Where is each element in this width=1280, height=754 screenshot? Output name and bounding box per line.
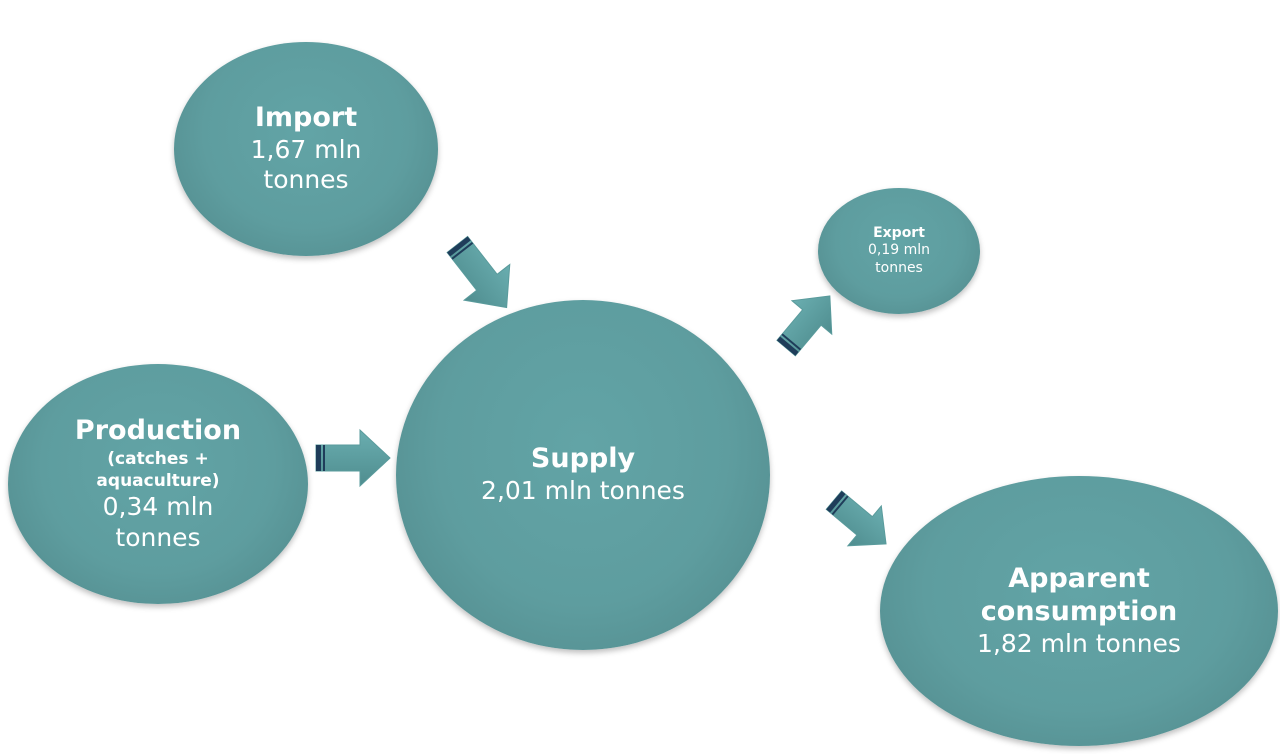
supply-title: Supply [530,443,636,475]
export-title: Export [873,225,925,242]
production-title: Production [74,414,242,446]
export-node: Export 0,19 mln tonnes [818,188,980,314]
arrow-supply-to-export [776,295,833,357]
production-subtitle: (catches + aquaculture) [96,448,220,491]
arrow-production-to-supply [315,428,391,488]
arrow-import-to-supply [446,235,511,309]
consumption-node: Apparent consumption 1,82 mln tonnes [880,476,1278,746]
import-value: 1,67 mln tonnes [250,134,362,195]
supply-value: 2,01 mln tonnes [481,476,685,506]
arrow-supply-to-consumption [825,490,887,547]
consumption-title: Apparent consumption [980,562,1178,627]
consumption-value: 1,82 mln tonnes [977,628,1181,658]
export-value: 0,19 mln tonnes [867,242,931,276]
production-value: 0,34 mln tonnes [102,492,214,552]
production-node: Production (catches + aquaculture) 0,34 … [8,364,308,604]
import-title: Import [254,102,358,134]
supply-node: Supply 2,01 mln tonnes [396,300,770,650]
import-node: Import 1,67 mln tonnes [174,42,438,256]
